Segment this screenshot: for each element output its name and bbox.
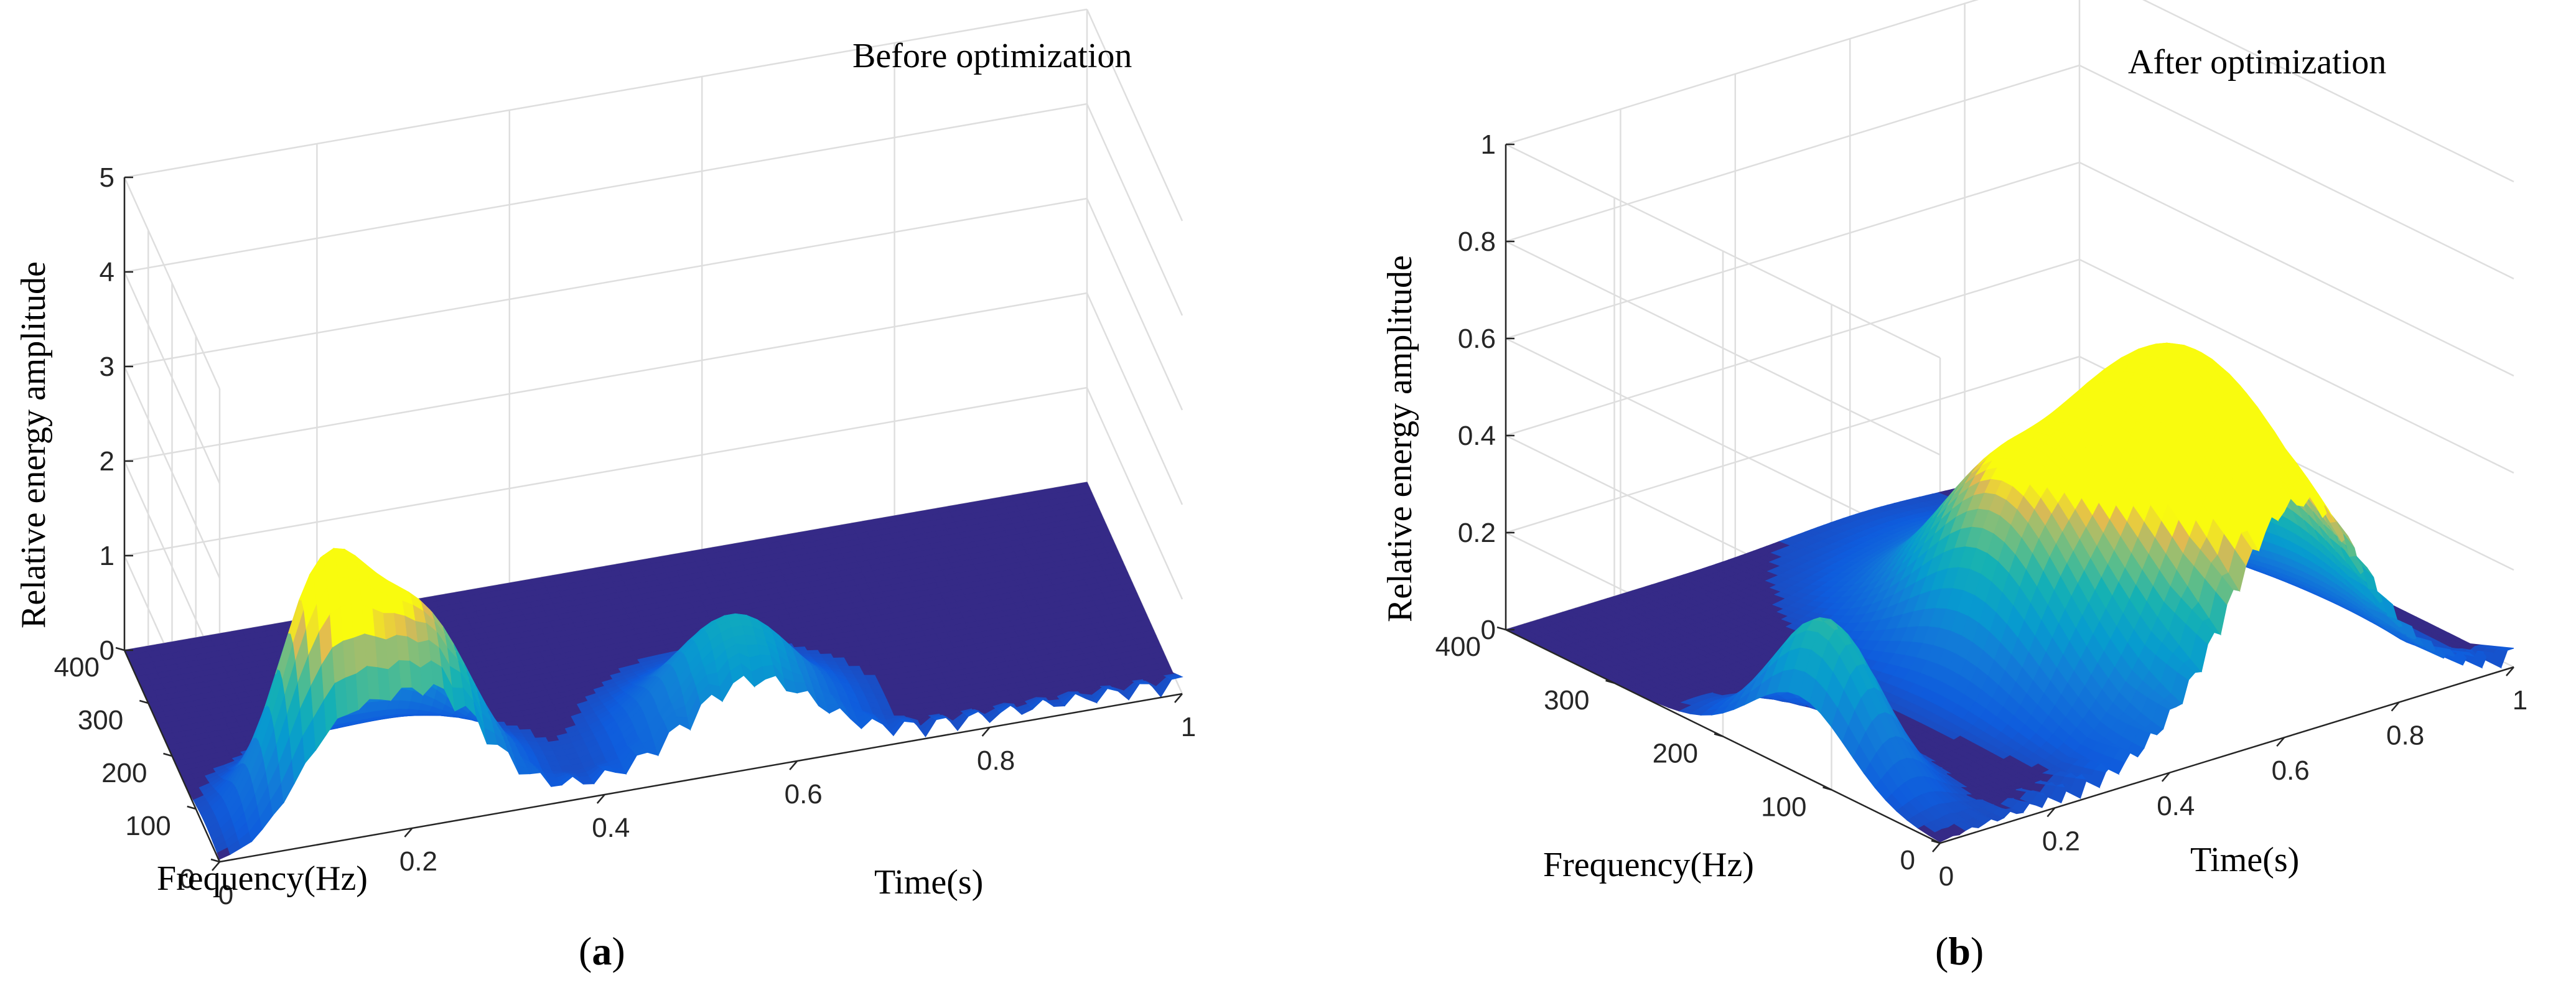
panel-a-grid-line — [124, 386, 1088, 557]
panel-a-grid-line — [1086, 387, 1183, 600]
panel-a-x-tick-label: 0.6 — [785, 779, 823, 810]
panel-a-title: Before optimization — [852, 37, 1132, 75]
panel-a-grid-line — [1086, 103, 1183, 316]
panel-a-surface — [124, 482, 1183, 860]
panel-a-caption: (a) — [579, 929, 625, 973]
panel-a-y-tick — [115, 647, 125, 651]
panel-a-z-tick-label: 3 — [100, 352, 114, 382]
panel-a-z-tick-label: 1 — [100, 541, 114, 571]
panel-b-grid-line — [1505, 64, 2080, 243]
panel-a-ylabel: Frequency(Hz) — [157, 859, 368, 898]
panel-a-x-tick-label: 0.2 — [399, 846, 437, 877]
panel-b-grid-line — [1505, 0, 1979, 146]
panel-a-grid-line — [1086, 9, 1183, 222]
panel-b-grid-line — [1505, 161, 2080, 340]
panel-a-z-tick-label: 2 — [100, 446, 114, 477]
panel-a-grid-line — [1086, 292, 1183, 505]
panel-a-grid-line — [124, 8, 1088, 179]
panel-a-xlabel: Time(s) — [874, 863, 983, 902]
panel-a-x-tick-label: 1 — [1181, 712, 1196, 742]
panel-a-zlabel: Relative energy amplitude — [14, 261, 53, 628]
panel-a-y-tick-label: 200 — [101, 758, 147, 788]
panel-a-z-tick-label: 4 — [100, 257, 114, 287]
panel-a-z-tick-label: 5 — [100, 162, 114, 193]
panel-a-y-tick-label: 100 — [125, 811, 170, 841]
panel-b-grid-line — [2079, 64, 2514, 280]
panel-a-x-tick-label: 0.4 — [592, 813, 630, 843]
panel-b-grid-line — [2142, 0, 2514, 183]
panel-a-grid-line — [1086, 198, 1183, 411]
panel-a-y-tick-label: 400 — [54, 652, 100, 683]
panel-b: 00.20.40.60.81010020030040000.20.40.60.8… — [1381, 0, 2527, 973]
panel-a-z-tick-label: 0 — [100, 635, 114, 666]
panel-b-grid-line — [2079, 161, 2514, 377]
panel-a-grid-line — [124, 292, 1088, 462]
panel-a-y-tick-label: 300 — [78, 705, 123, 735]
panel-a-grid-line — [124, 103, 1088, 273]
panel-a-x-tick-label: 0.8 — [977, 745, 1015, 776]
panel-a-grid-line — [124, 197, 1088, 368]
